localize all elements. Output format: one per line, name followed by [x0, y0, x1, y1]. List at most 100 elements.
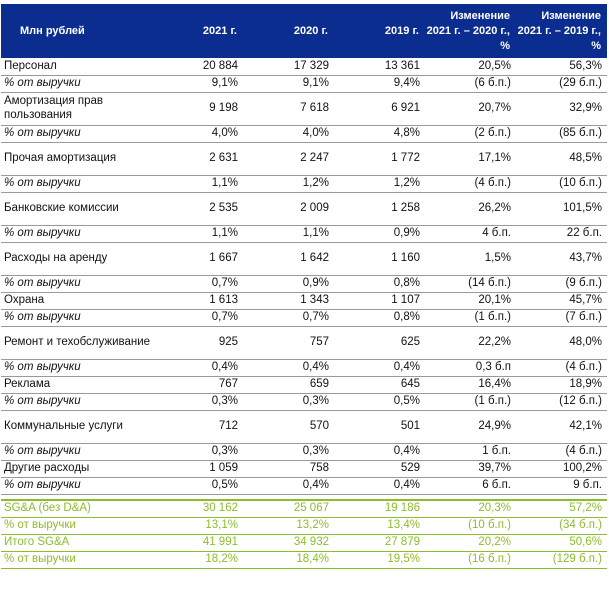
cell-2019: 27 879	[334, 534, 425, 552]
cell-2020: 13,2%	[243, 517, 334, 535]
cell-2020: 1,2%	[243, 175, 334, 193]
cell-2020: 0,4%	[243, 359, 334, 377]
cell-2020: 0,4%	[243, 477, 334, 495]
row-label: % от выручки	[1, 393, 158, 411]
row-label: Реклама	[1, 376, 158, 394]
cell-change-2019: 45,7%	[516, 292, 607, 310]
cell-change-2019: 43,7%	[516, 242, 607, 276]
cell-change-2019: (10 б.п.)	[516, 175, 607, 193]
sga-expenses-table: Млн рублей 2021 г. 2020 г. 2019 г. Измен…	[1, 4, 607, 569]
cell-change-2019: 48,5%	[516, 142, 607, 176]
cell-2019: 13,4%	[334, 517, 425, 535]
cell-2019: 529	[334, 460, 425, 478]
cell-2019: 1,2%	[334, 175, 425, 193]
row-label: % от выручки	[1, 477, 158, 495]
cell-2019: 0,8%	[334, 309, 425, 327]
cell-change-2019: (29 б.п.)	[516, 75, 607, 93]
cell-change-2020: 1,5%	[425, 242, 516, 276]
cell-2019: 1 258	[334, 192, 425, 226]
cell-2020: 2 247	[243, 142, 334, 176]
cell-change-2020: 20,3%	[425, 500, 516, 518]
cell-2021: 9 198	[158, 92, 243, 126]
cell-change-2019: (4 б.п.)	[516, 443, 607, 461]
cell-2021: 1,1%	[158, 175, 243, 193]
cell-2019: 1 107	[334, 292, 425, 310]
cell-2020: 758	[243, 460, 334, 478]
cell-2020: 17 329	[243, 58, 334, 76]
cell-2019: 9,4%	[334, 75, 425, 93]
row-label: Итого SG&A	[1, 534, 158, 552]
cell-2021: 925	[158, 326, 243, 360]
row-label: % от выручки	[1, 517, 158, 535]
cell-2019: 0,8%	[334, 275, 425, 293]
cell-2019: 19,5%	[334, 551, 425, 569]
cell-2021: 0,5%	[158, 477, 243, 495]
cell-change-2020: 4 б.п.	[425, 225, 516, 243]
cell-2021: 30 162	[158, 500, 243, 518]
cell-2020: 18,4%	[243, 551, 334, 569]
cell-change-2020: (1 б.п.)	[425, 393, 516, 411]
cell-change-2020: (6 б.п.)	[425, 75, 516, 93]
cell-change-2019: 9 б.п.	[516, 477, 607, 495]
cell-2020: 25 067	[243, 500, 334, 518]
cell-2019: 4,8%	[334, 125, 425, 143]
cell-change-2020: (14 б.п.)	[425, 275, 516, 293]
cell-change-2019: (12 б.п.)	[516, 393, 607, 411]
cell-2021: 4,0%	[158, 125, 243, 143]
cell-change-2019: 56,3%	[516, 58, 607, 76]
row-label: Другие расходы	[1, 460, 158, 478]
header-2019: 2019 г.	[384, 24, 419, 37]
cell-change-2020: 22,2%	[425, 326, 516, 360]
row-label: % от выручки	[1, 75, 158, 93]
header-change-2021-2020: Изменение 2021 г. – 2020 г., %	[426, 9, 510, 52]
cell-2019: 19 186	[334, 500, 425, 518]
row-label: Амортизация прав пользования	[1, 92, 158, 126]
cell-2019: 0,5%	[334, 393, 425, 411]
cell-2021: 0,3%	[158, 443, 243, 461]
row-label: % от выручки	[1, 225, 158, 243]
cell-change-2020: 39,7%	[425, 460, 516, 478]
cell-change-2019: (34 б.п.)	[516, 517, 607, 535]
cell-2021: 0,4%	[158, 359, 243, 377]
cell-2021: 712	[158, 410, 243, 444]
cell-change-2020: 20,1%	[425, 292, 516, 310]
row-label: % от выручки	[1, 551, 158, 569]
cell-change-2020: 26,2%	[425, 192, 516, 226]
cell-2019: 1 160	[334, 242, 425, 276]
section-divider	[1, 494, 607, 501]
row-label: Ремонт и техобслуживание	[1, 326, 158, 360]
cell-2019: 645	[334, 376, 425, 394]
cell-2020: 659	[243, 376, 334, 394]
table-header: Млн рублей 2021 г. 2020 г. 2019 г. Измен…	[1, 4, 607, 58]
row-label: % от выручки	[1, 309, 158, 327]
row-label: Расходы на аренду	[1, 242, 158, 276]
cell-2019: 625	[334, 326, 425, 360]
cell-change-2019: (4 б.п.)	[516, 359, 607, 377]
cell-change-2020: (1 б.п.)	[425, 309, 516, 327]
cell-2020: 1,1%	[243, 225, 334, 243]
row-label: % от выручки	[1, 175, 158, 193]
row-label: % от выручки	[1, 443, 158, 461]
cell-change-2019: 57,2%	[516, 500, 607, 518]
cell-2020: 0,3%	[243, 443, 334, 461]
cell-change-2020: (4 б.п.)	[425, 175, 516, 193]
cell-2019: 0,4%	[334, 477, 425, 495]
row-label: Персонал	[1, 58, 158, 76]
cell-2020: 757	[243, 326, 334, 360]
cell-2019: 0,9%	[334, 225, 425, 243]
cell-2020: 570	[243, 410, 334, 444]
row-label: SG&A (без D&A)	[1, 500, 158, 518]
cell-change-2019: 101,5%	[516, 192, 607, 226]
header-2021: 2021 г.	[202, 24, 237, 37]
cell-2021: 1 667	[158, 242, 243, 276]
cell-2019: 0,4%	[334, 359, 425, 377]
cell-change-2019: 42,1%	[516, 410, 607, 444]
cell-change-2020: 0,3 б.п	[425, 359, 516, 377]
row-label: % от выручки	[1, 359, 158, 377]
cell-change-2019: (85 б.п.)	[516, 125, 607, 143]
cell-change-2020: 16,4%	[425, 376, 516, 394]
cell-change-2020: 6 б.п.	[425, 477, 516, 495]
cell-change-2019: 32,9%	[516, 92, 607, 126]
row-label: % от выручки	[1, 275, 158, 293]
cell-change-2019: 48,0%	[516, 326, 607, 360]
